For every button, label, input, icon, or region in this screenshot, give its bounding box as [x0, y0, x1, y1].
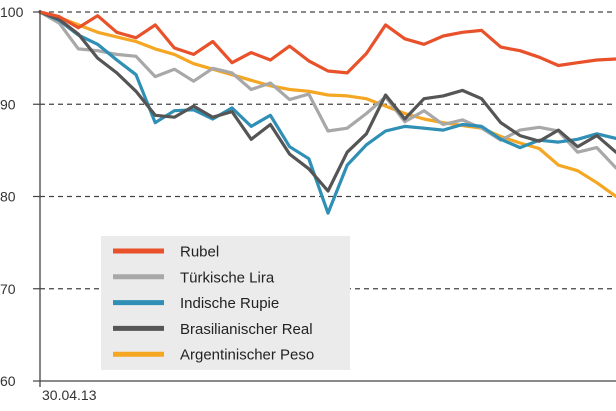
y-tick-label-80: 80 [0, 189, 16, 205]
y-tick-label-100: 100 [0, 4, 24, 20]
legend-label-argentinischer-peso: Argentinischer Peso [180, 347, 314, 364]
legend: Rubel Türkische Lira Indische Rupie Brasili… [101, 236, 350, 370]
series-line-indische-rupie [38, 10, 616, 215]
x-tick-label-start: 30.04.13 [42, 387, 97, 403]
legend-label-t-rkische-lira: Türkische Lira [180, 269, 275, 286]
series-line-rubel [38, 10, 616, 75]
y-tick-label-90: 90 [0, 96, 16, 112]
legend-label-brasilianischer-real: Brasilianischer Real [180, 321, 313, 338]
series-line-t-rkische-lira [38, 10, 616, 170]
series-lines [38, 10, 616, 215]
y-tick-label-60: 60 [0, 373, 16, 389]
y-tick-label-70: 70 [0, 281, 16, 297]
legend-label-indische-rupie: Indische Rupie [180, 295, 279, 312]
series-line-brasilianischer-real [38, 10, 616, 193]
legend-label-rubel: Rubel [180, 244, 219, 261]
axes: 60 70 80 90 100 30.04.13 [0, 4, 616, 403]
series-line-argentinischer-peso [38, 10, 616, 199]
